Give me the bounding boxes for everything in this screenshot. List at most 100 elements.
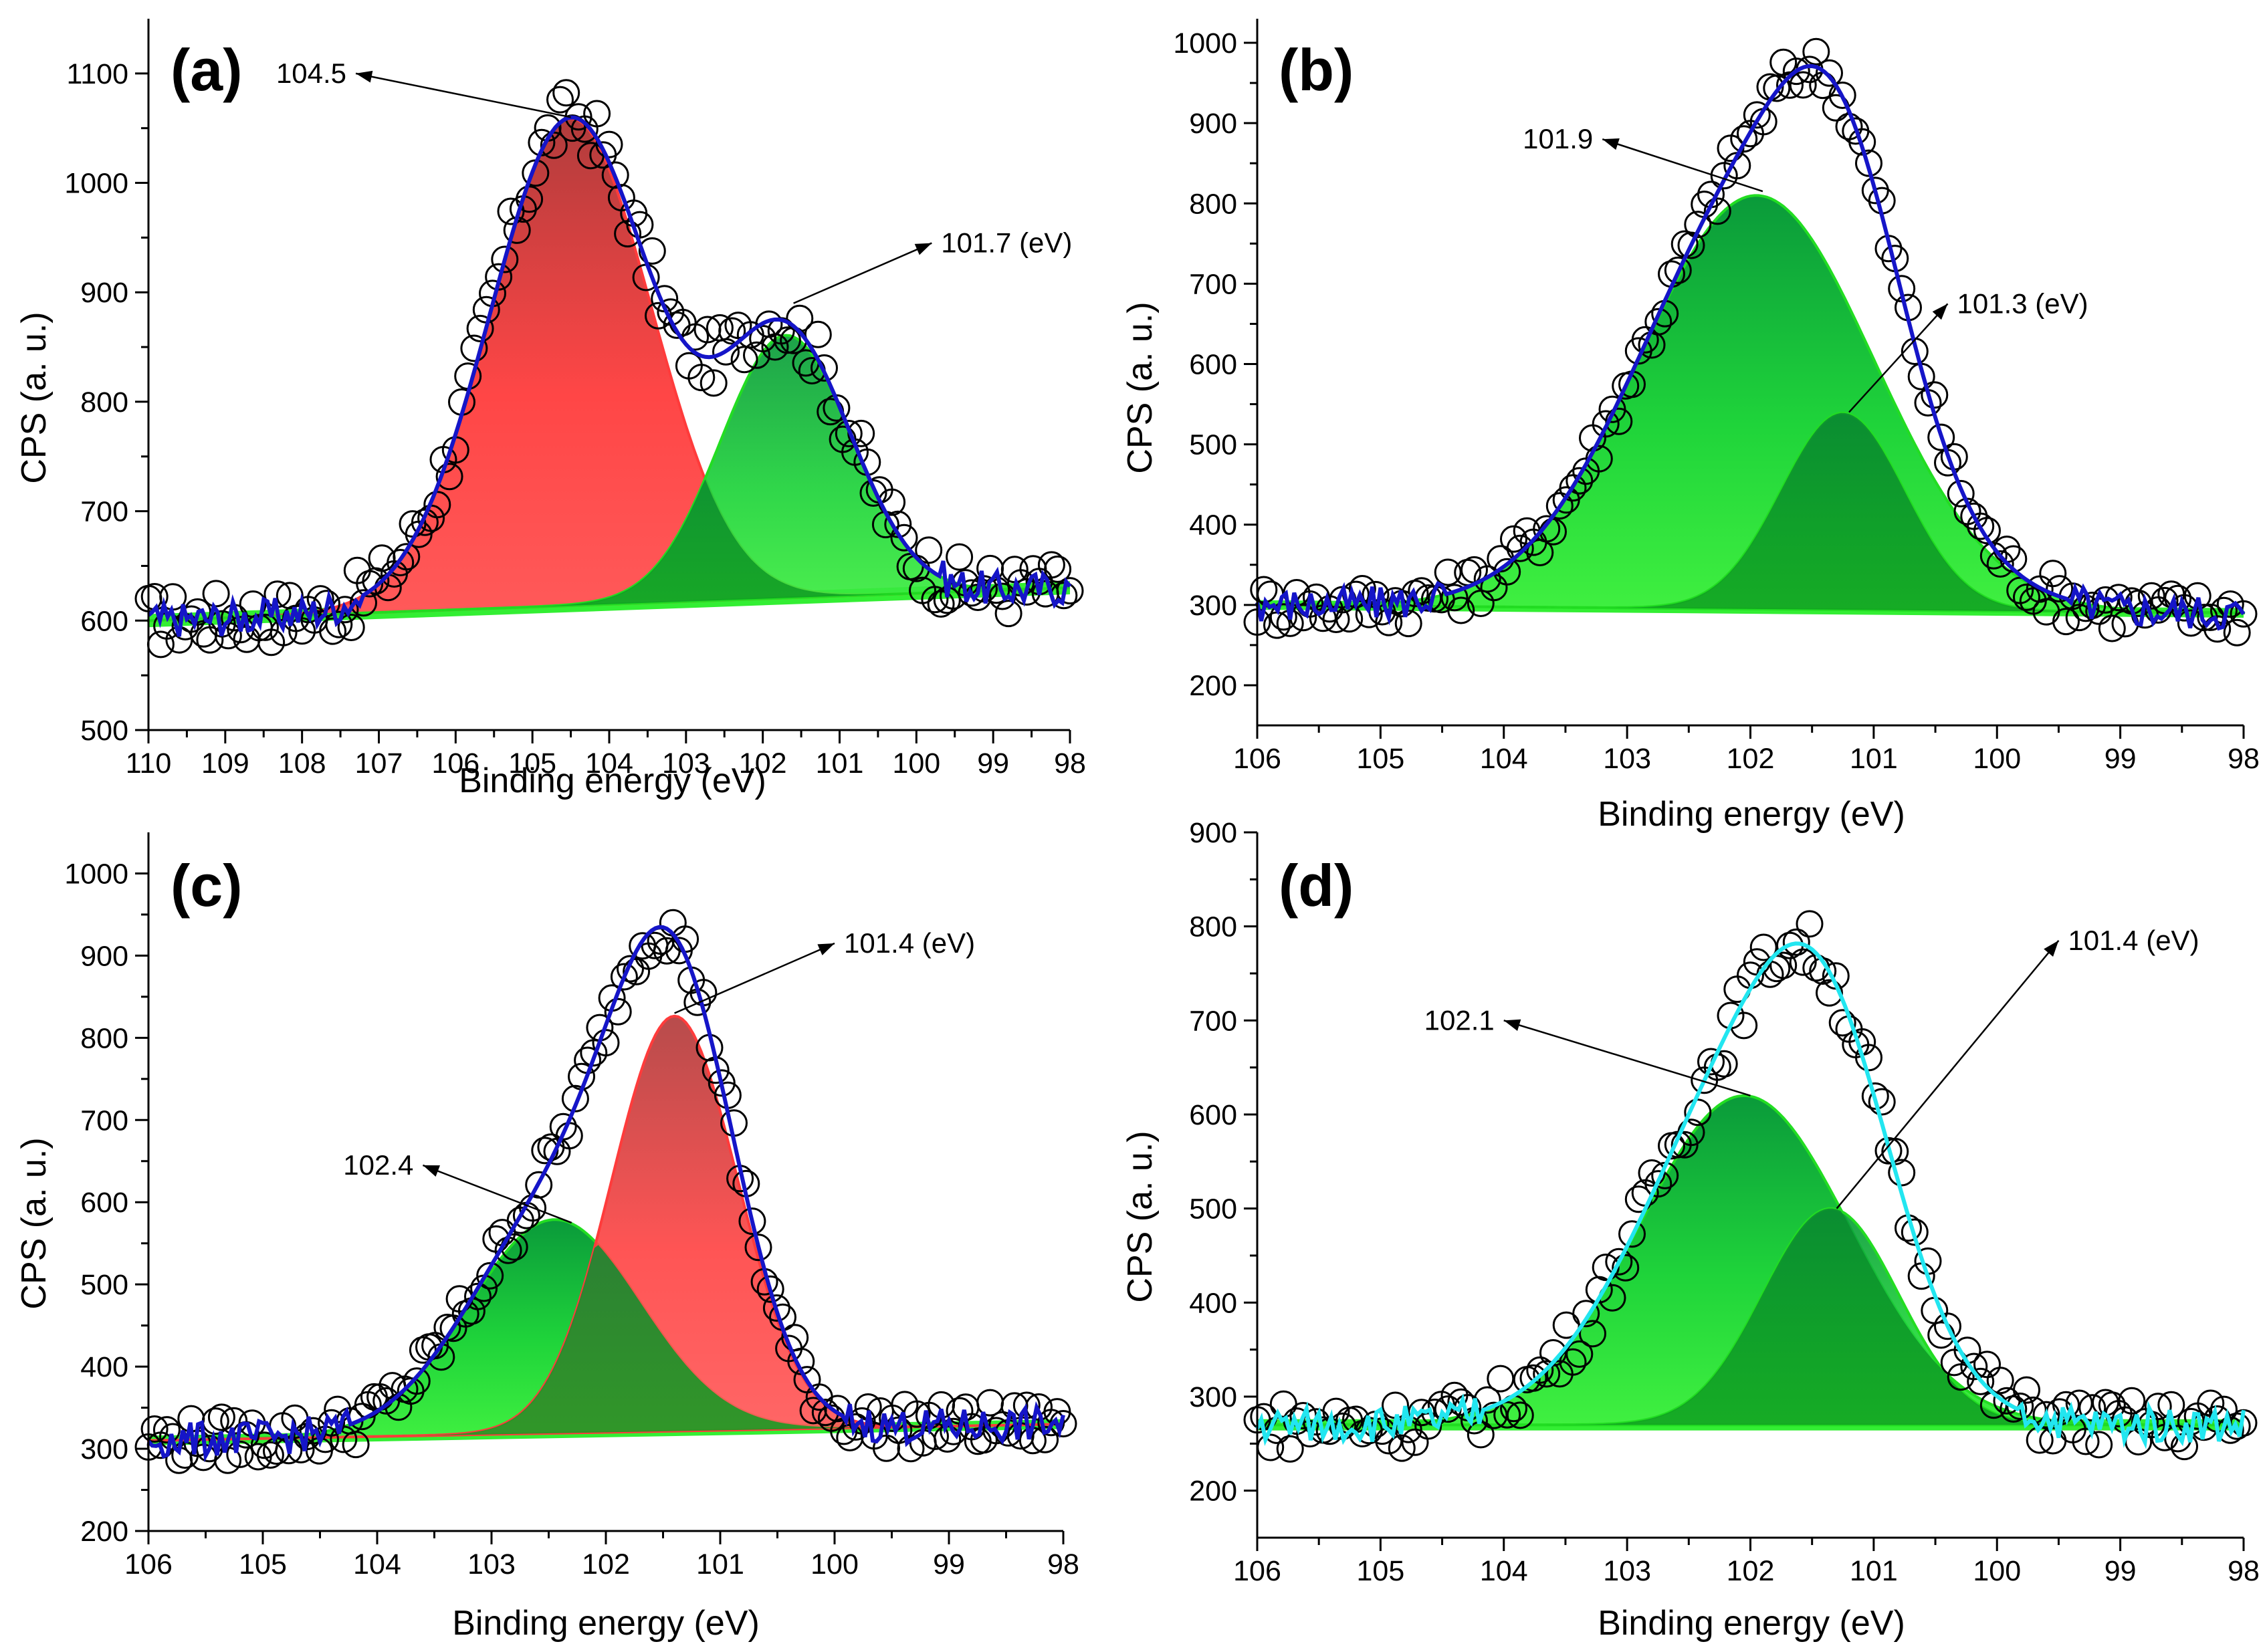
data-point	[842, 1413, 870, 1441]
y-tick-label: 1000	[64, 858, 128, 890]
x-tick-label: 102	[1727, 743, 1775, 775]
data-point	[1440, 584, 1469, 612]
annotation-arrowhead	[1602, 138, 1620, 150]
data-point	[1044, 555, 1072, 583]
y-tick-label: 200	[1189, 1476, 1237, 1508]
x-tick-label: 105	[508, 747, 556, 780]
data-point	[756, 1275, 784, 1303]
data-point	[1447, 596, 1475, 624]
data-point	[337, 614, 365, 641]
x-tick-label: 102	[1727, 1555, 1775, 1587]
data-point	[1631, 326, 1659, 354]
data-point	[921, 586, 949, 614]
data-point	[1269, 1390, 1297, 1418]
data-point	[946, 543, 974, 571]
component-overlap-b	[1257, 412, 2244, 613]
y-tick-label: 600	[80, 605, 128, 637]
data-point	[2085, 1431, 2113, 1459]
data-point	[549, 1112, 577, 1141]
x-tick-label: 98	[2228, 743, 2260, 775]
annotation-arrowhead	[356, 70, 373, 83]
annotation-label: 101.9	[1523, 123, 1593, 154]
data-point	[350, 589, 377, 617]
data-point	[525, 1171, 553, 1199]
x-tick-label: 108	[278, 747, 326, 780]
data-point	[546, 86, 574, 114]
x-tick-label: 99	[933, 1548, 965, 1580]
data-point	[811, 354, 838, 382]
data-point	[1730, 125, 1758, 153]
data-point	[1493, 1401, 1521, 1429]
y-tick-label: 1000	[64, 168, 128, 200]
data-point	[387, 549, 415, 576]
data-point	[1816, 979, 1843, 1007]
data-point	[2137, 582, 2165, 610]
panel-label-b: (b)	[1279, 37, 1354, 103]
x-tick-label: 103	[1603, 1555, 1651, 1587]
data-point	[319, 617, 347, 645]
data-point	[1644, 1170, 1672, 1198]
annotation-arrowhead	[1932, 304, 1948, 320]
data-point	[2098, 614, 2126, 642]
data-point	[306, 585, 334, 613]
x-tick-label: 107	[355, 747, 403, 780]
y-tick-label: 200	[80, 1516, 128, 1548]
data-point	[1947, 479, 1975, 507]
x-tick-label: 98	[2228, 1555, 2260, 1587]
data-point	[1986, 550, 2014, 578]
x-tick-label: 99	[977, 747, 1009, 780]
data-point	[1921, 381, 1949, 409]
data-point	[1901, 1218, 1929, 1246]
y-tick-label: 300	[1189, 1381, 1237, 1413]
data-point	[1592, 1254, 1620, 1282]
x-tick-label: 101	[1850, 743, 1898, 775]
data-point	[342, 1431, 370, 1459]
data-point	[1408, 1399, 1436, 1427]
data-point	[1776, 71, 1804, 99]
y-tick-label: 1100	[67, 58, 128, 90]
data-point	[368, 544, 396, 572]
data-point	[152, 1416, 181, 1444]
data-point	[146, 630, 175, 659]
data-point	[1703, 197, 1731, 225]
data-point	[1487, 1365, 1515, 1393]
data-point	[1506, 1401, 1534, 1429]
data-point	[744, 1233, 772, 1262]
data-point	[226, 1440, 254, 1468]
annotation-arrow-line	[1848, 303, 1949, 413]
x-tick-label: 100	[1973, 743, 2021, 775]
data-point	[1566, 467, 1594, 495]
x-tick-label: 99	[2104, 1555, 2137, 1587]
y-tick-label: 900	[80, 277, 128, 309]
data-point	[1960, 1352, 1988, 1381]
annotation-arrow-line	[422, 1164, 572, 1224]
data-point	[1500, 525, 1527, 553]
data-point	[275, 1437, 303, 1465]
data-point	[1644, 308, 1672, 336]
data-point	[491, 245, 519, 273]
data-point	[1967, 1367, 1995, 1395]
x-tick-label: 104	[585, 747, 633, 780]
data-point	[738, 1207, 766, 1235]
data-point	[1605, 1248, 1633, 1276]
data-point	[1579, 1320, 1606, 1348]
data-point	[2223, 618, 2251, 646]
data-point	[2052, 608, 2080, 636]
x-axis-title-a: Binding energy (eV)	[459, 761, 766, 800]
y-tick-label: 600	[1189, 1099, 1237, 1131]
envelope-fit-line-a	[147, 115, 1072, 637]
y-tick-label: 400	[1189, 509, 1237, 542]
data-point	[1037, 551, 1065, 579]
data-point	[712, 338, 740, 366]
data-point	[626, 211, 654, 239]
x-tick-label: 105	[1357, 743, 1405, 775]
data-point	[1533, 1360, 1561, 1388]
annotation-arrow-line	[1602, 138, 1763, 193]
data-point	[552, 79, 580, 107]
data-point	[1828, 1009, 1856, 1037]
x-tick-label: 102	[739, 747, 787, 780]
x-tick-label: 104	[1480, 1555, 1528, 1587]
annotation-label: 104.5	[276, 57, 346, 89]
data-point	[1572, 1300, 1600, 1328]
